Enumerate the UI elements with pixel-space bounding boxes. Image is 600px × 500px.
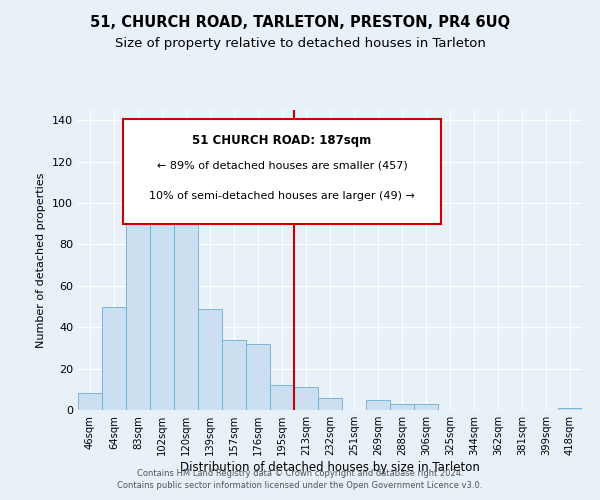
Bar <box>246 344 270 410</box>
Bar <box>78 394 102 410</box>
Bar <box>150 210 174 410</box>
Text: 51 CHURCH ROAD: 187sqm: 51 CHURCH ROAD: 187sqm <box>193 134 372 147</box>
Text: Contains public sector information licensed under the Open Government Licence v3: Contains public sector information licen… <box>118 481 482 490</box>
Bar <box>222 340 246 410</box>
Bar <box>558 408 582 410</box>
Text: ← 89% of detached houses are smaller (457): ← 89% of detached houses are smaller (45… <box>157 161 407 171</box>
Bar <box>294 387 318 410</box>
Bar <box>366 400 390 410</box>
Bar <box>198 308 222 410</box>
Bar <box>414 404 438 410</box>
Bar <box>126 218 150 410</box>
Text: Contains HM Land Registry data © Crown copyright and database right 2024.: Contains HM Land Registry data © Crown c… <box>137 468 463 477</box>
Bar <box>390 404 414 410</box>
Text: Size of property relative to detached houses in Tarleton: Size of property relative to detached ho… <box>115 38 485 51</box>
Bar <box>102 306 126 410</box>
Bar <box>174 176 198 410</box>
FancyBboxPatch shape <box>124 119 441 224</box>
Text: 51, CHURCH ROAD, TARLETON, PRESTON, PR4 6UQ: 51, CHURCH ROAD, TARLETON, PRESTON, PR4 … <box>90 15 510 30</box>
Y-axis label: Number of detached properties: Number of detached properties <box>37 172 46 348</box>
Text: 10% of semi-detached houses are larger (49) →: 10% of semi-detached houses are larger (… <box>149 191 415 201</box>
Bar <box>318 398 342 410</box>
X-axis label: Distribution of detached houses by size in Tarleton: Distribution of detached houses by size … <box>180 461 480 474</box>
Bar <box>270 385 294 410</box>
